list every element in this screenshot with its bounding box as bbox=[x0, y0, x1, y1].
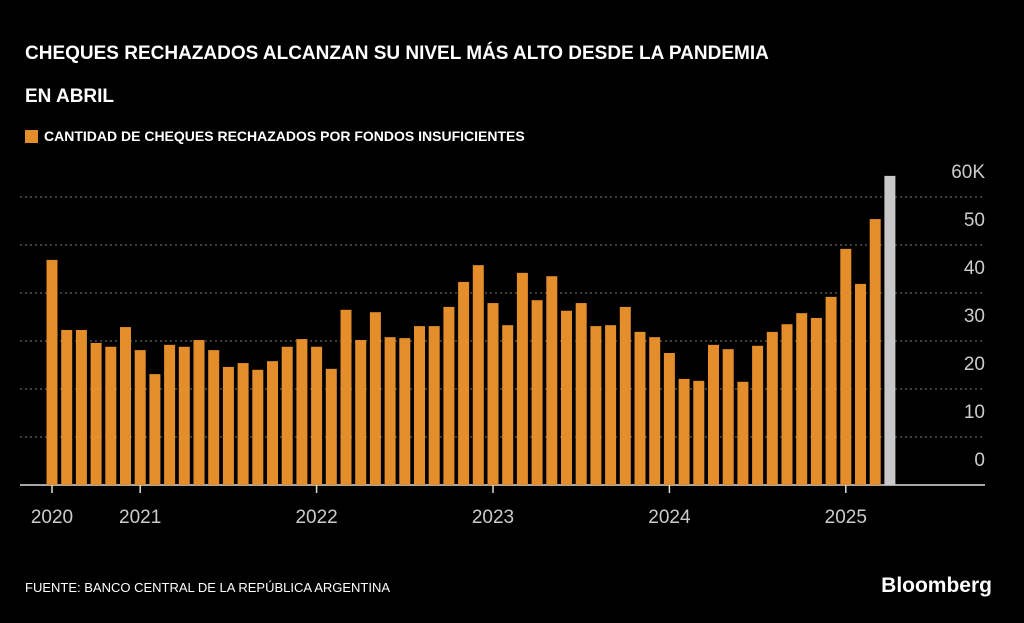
x-tick-label: 2021 bbox=[119, 507, 161, 528]
bar bbox=[340, 309, 352, 485]
bar bbox=[531, 300, 543, 485]
bar bbox=[46, 259, 58, 485]
bar bbox=[708, 344, 719, 485]
legend-swatch bbox=[25, 129, 38, 143]
bar bbox=[561, 310, 572, 485]
source: FUENTE: BANCO CENTRAL DE LA REPÚBLICA AR… bbox=[25, 580, 391, 595]
bar bbox=[619, 306, 631, 485]
legend-label: CANTIDAD DE CHEQUES RECHAZADOS POR FONDO… bbox=[44, 128, 525, 144]
bar bbox=[590, 326, 602, 485]
x-tick-label: 2023 bbox=[472, 507, 514, 528]
y-tick-label: 50 bbox=[964, 210, 985, 231]
bar bbox=[311, 346, 323, 485]
y-tick-label: 10 bbox=[964, 402, 985, 423]
bar bbox=[752, 345, 764, 485]
x-tick-label: 2022 bbox=[295, 507, 337, 528]
bar bbox=[325, 368, 337, 485]
bar bbox=[649, 337, 661, 485]
bar bbox=[546, 276, 558, 485]
bar bbox=[134, 350, 146, 485]
bar bbox=[737, 381, 749, 485]
bar bbox=[810, 317, 822, 485]
bar bbox=[208, 350, 220, 485]
bar bbox=[164, 344, 176, 485]
bar bbox=[355, 340, 367, 485]
x-tick-label: 2024 bbox=[648, 507, 691, 528]
bar bbox=[575, 303, 587, 485]
bar bbox=[105, 346, 117, 485]
bar bbox=[384, 337, 396, 485]
bar bbox=[90, 342, 102, 485]
bar bbox=[458, 281, 470, 485]
bar bbox=[825, 296, 837, 485]
bar bbox=[296, 339, 308, 485]
bar bbox=[869, 219, 881, 485]
bar bbox=[222, 366, 234, 485]
x-tick-label: 2025 bbox=[825, 507, 867, 528]
bar bbox=[634, 331, 646, 485]
bar bbox=[722, 349, 734, 485]
bar bbox=[281, 346, 293, 485]
y-tick-label: 20 bbox=[964, 354, 985, 375]
y-tick-label: 0 bbox=[974, 450, 985, 471]
bar bbox=[178, 346, 190, 485]
bar bbox=[678, 378, 690, 485]
bar bbox=[693, 380, 705, 485]
bar bbox=[149, 374, 161, 485]
bar bbox=[237, 363, 249, 485]
brand-logo: Bloomberg bbox=[881, 574, 992, 597]
bar bbox=[884, 175, 896, 485]
bar bbox=[399, 338, 411, 485]
bar bbox=[840, 248, 852, 485]
bar bbox=[252, 369, 264, 485]
bar bbox=[120, 327, 131, 485]
bar bbox=[766, 331, 778, 485]
bar bbox=[414, 326, 425, 485]
bar bbox=[663, 353, 675, 485]
bar bbox=[193, 340, 205, 485]
bar bbox=[781, 324, 793, 485]
y-tick-label: 60K bbox=[951, 162, 985, 183]
y-tick-label: 30 bbox=[964, 306, 985, 327]
bar bbox=[61, 329, 73, 485]
bar bbox=[267, 361, 278, 485]
x-tick-label: 2020 bbox=[31, 507, 73, 528]
bar bbox=[369, 312, 381, 485]
bar bbox=[487, 303, 499, 485]
bar bbox=[855, 283, 866, 485]
y-tick-label: 40 bbox=[964, 258, 985, 279]
bar bbox=[516, 272, 528, 485]
bar bbox=[443, 306, 455, 485]
bar bbox=[796, 313, 808, 485]
bar bbox=[605, 325, 617, 485]
bar bbox=[428, 326, 440, 485]
bar bbox=[472, 265, 484, 485]
bar bbox=[502, 325, 514, 485]
legend: CANTIDAD DE CHEQUES RECHAZADOS POR FONDO… bbox=[25, 128, 525, 144]
chart-title: CHEQUES RECHAZADOS ALCANZAN SU NIVEL MÁS… bbox=[25, 43, 769, 107]
bar bbox=[75, 329, 87, 485]
